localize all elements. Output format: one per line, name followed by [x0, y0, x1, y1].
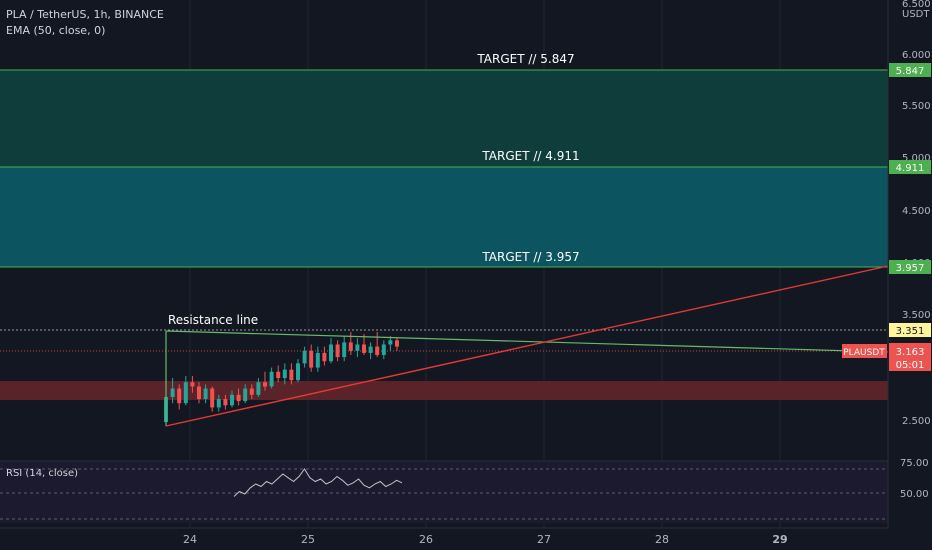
support-trend-line[interactable]	[165, 265, 889, 427]
candle-body	[230, 394, 234, 406]
target-zone-upper	[0, 70, 888, 167]
symbol-tag: PLAUSDT	[843, 348, 885, 358]
target-zone-lower	[0, 167, 888, 267]
candle-body	[309, 350, 314, 368]
candle-body	[223, 399, 228, 406]
time-axis[interactable]: 24 25 26 27 28 29	[0, 527, 932, 550]
candle-body	[342, 342, 347, 358]
resistance-annotation: Resistance line	[168, 313, 258, 327]
candle-body	[381, 344, 386, 355]
candle-body	[329, 344, 333, 362]
candle-body	[203, 388, 208, 400]
price-tick: 6.000	[902, 50, 931, 61]
candle-body	[216, 399, 221, 408]
target-label-3: TARGET // 3.957	[481, 250, 579, 264]
target-label-1: TARGET // 5.847	[476, 52, 574, 66]
symbol-tag-bg	[842, 344, 887, 358]
price-tick: 5.000	[902, 153, 931, 164]
candle-body	[276, 371, 281, 379]
candle-body	[296, 363, 300, 381]
candle-body	[197, 386, 201, 400]
rsi-indicator-label[interactable]: RSI (14, close)	[6, 468, 79, 479]
candle-body	[269, 371, 274, 387]
resistance-line[interactable]	[165, 330, 889, 353]
candle-body	[368, 346, 373, 353]
candle-body	[375, 346, 380, 355]
candle-body	[302, 350, 307, 364]
candle-body	[388, 340, 393, 345]
candle-body	[263, 382, 267, 387]
price-tick: 3.500	[902, 310, 931, 321]
time-tick: 27	[537, 533, 551, 546]
candle-body	[177, 388, 182, 404]
candle-body	[335, 344, 340, 358]
last-price-countdown: 05:01	[896, 360, 925, 371]
target-label-2: TARGET // 4.911	[481, 149, 579, 163]
candle-body	[236, 394, 241, 402]
target-tag-3: 3.957	[896, 263, 925, 274]
last-price-tag: 3.163	[896, 347, 925, 358]
candle-body	[170, 388, 175, 397]
target-tag-2-bg	[889, 160, 931, 174]
target-tag-1-bg	[889, 63, 931, 77]
rsi-tick: 50.00	[900, 489, 929, 500]
candle-body	[282, 369, 287, 379]
target-tag-3-bg	[889, 260, 931, 274]
ema-indicator-label[interactable]: EMA (50, close, 0)	[6, 24, 106, 37]
last-price-tag-bg	[889, 343, 931, 371]
candle-body	[362, 344, 366, 353]
candle-body	[249, 388, 254, 395]
price-tick: 4.500	[902, 206, 931, 217]
rsi-line	[233, 468, 403, 497]
target-tag-1: 5.847	[896, 66, 925, 77]
price-tick: 6.500	[902, 0, 931, 10]
price-tick: 2.500	[902, 416, 931, 427]
price-axis-unit: USDT	[902, 9, 930, 20]
price-tick: 5.500	[902, 101, 931, 112]
symbol-header[interactable]: PLA / TetherUS, 1h, BINANCE	[6, 8, 164, 21]
price-axis[interactable]: 6.500 USDT 6.000 5.500 5.000 4.500 4.000…	[887, 0, 932, 528]
rsi-pane[interactable]	[0, 460, 932, 523]
candle-body	[183, 382, 188, 404]
target-tag-2: 4.911	[896, 163, 925, 174]
candle-body	[315, 352, 320, 368]
candle-body	[289, 369, 294, 381]
candle-body	[395, 340, 399, 347]
candle-body	[355, 344, 360, 351]
time-tick: 28	[655, 533, 669, 546]
support-zone	[0, 381, 888, 400]
level-tag: 3.351	[896, 326, 925, 337]
candle-body	[210, 388, 215, 408]
time-tick: 29	[772, 533, 787, 546]
candle-body	[256, 382, 261, 395]
rsi-tick: 75.00	[900, 458, 929, 469]
time-tick: 25	[301, 533, 315, 546]
candle-body	[243, 388, 248, 402]
time-tick: 24	[183, 533, 197, 546]
candle-body	[190, 382, 195, 387]
candle-body	[322, 352, 327, 362]
level-tag-bg	[889, 323, 931, 337]
time-tick: 26	[419, 533, 433, 546]
candle-body	[348, 342, 353, 351]
